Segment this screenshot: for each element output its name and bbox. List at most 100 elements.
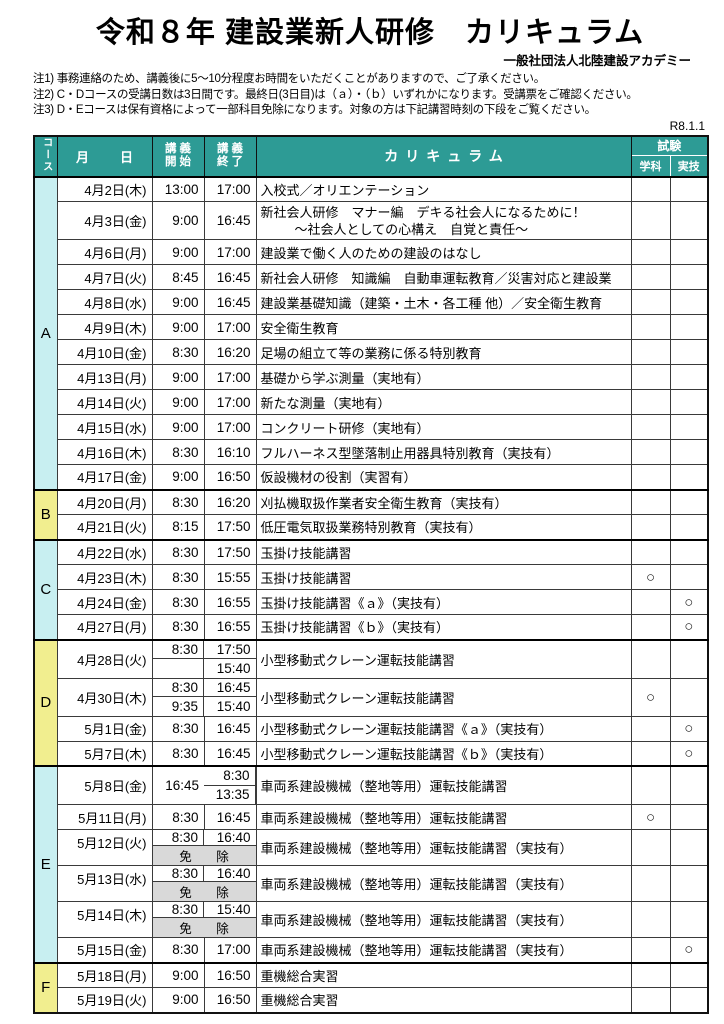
schedule-row: 5月15日(金) 8:30 17:00 車両系建設機械（整地等用）運転技能講習（実技有…: [34, 937, 709, 963]
start-time-cell: 8:30: [151, 614, 205, 640]
curriculum-cell: 車両系建設機械（整地等用）運転技能講習（実技有）: [255, 829, 632, 866]
time-cell: 8:30 16:40 免 除: [151, 865, 257, 902]
curriculum-table: コース 月 日 講義 開始 講義 終了 カリキュラム 試験 学科 実技 A 4月2…: [33, 134, 710, 1014]
date-cell: 5月18日(月): [56, 961, 153, 988]
end-time-cell: 17:00: [203, 389, 257, 415]
date-cell: 4月30日(木): [56, 677, 153, 717]
end-time-cell: 17:00: [203, 937, 257, 963]
curriculum-cell: フルハーネス型墜落制止用器具特別教育（実技有）: [255, 439, 632, 465]
schedule-row: 4月30日(木) 8:30 16:45 9:35 15:40 小型移動式クレーン運転技能講…: [34, 677, 709, 717]
exam-practical-cell: [669, 314, 709, 340]
date-cell: 4月27日(月): [56, 614, 153, 640]
curriculum-cell: 小型移動式クレーン運転技能講習《ａ》（実技有）: [255, 715, 632, 742]
schedule-row: 4月16日(木) 8:30 16:10 フルハーネス型墜落制止用器具特別教育（実技有）: [34, 439, 709, 465]
exam-written-cell: [630, 961, 671, 988]
end-time-cell: 17:50: [203, 538, 257, 565]
exam-practical-cell: [669, 464, 709, 490]
curriculum-cell: 車両系建設機械（整地等用）運転技能講習（実技有）: [255, 937, 632, 963]
exemption-label: 免 除: [153, 918, 255, 937]
curriculum-cell: 小型移動式クレーン運転技能講習: [255, 638, 632, 679]
schedule-row: 5月13日(水) 8:30 16:40 免 除車両系建設機械（整地等用）運転技能講習（…: [34, 865, 709, 902]
exam-written-cell: [630, 987, 671, 1013]
exam-written-cell: [630, 715, 671, 742]
date-cell: 4月10日(金): [56, 339, 153, 365]
start-time-top: 8:30: [153, 679, 204, 697]
exam-practical-cell: [669, 439, 709, 465]
exam-written-cell: [630, 765, 671, 805]
end-time-cell: 17:50: [203, 514, 257, 540]
curriculum-cell: 安全衛生教育: [255, 314, 632, 340]
time-cell: 8:30 16:45 13:35: [151, 765, 257, 805]
header-end: 講義 終了: [203, 135, 257, 177]
date-cell: 5月11日(月): [56, 804, 153, 830]
exam-written-cell: ○: [630, 677, 671, 717]
end-time-top: 17:50: [204, 641, 255, 659]
exam-practical-cell: [669, 201, 709, 240]
exam-practical-cell: ○: [669, 740, 709, 767]
revision-label: R8.1.1: [669, 118, 705, 133]
exam-written-cell: [630, 829, 671, 866]
end-time-cell: 17:00: [203, 364, 257, 390]
curriculum-cell: 刈払機取扱作業者安全衛生教育（実技有）: [255, 488, 632, 515]
date-cell: 4月7日(火): [56, 264, 153, 290]
exam-written-cell: ○: [630, 564, 671, 590]
schedule-row: 4月13日(月) 9:00 17:00 基礎から学ぶ測量（実地有）: [34, 364, 709, 390]
date-cell: 5月1日(金): [56, 715, 153, 742]
curriculum-cell: 小型移動式クレーン運転技能講習: [255, 677, 632, 717]
curriculum-cell: 足場の組立て等の業務に係る特別教育: [255, 339, 632, 365]
curriculum-cell: 新たな測量（実地有）: [255, 389, 632, 415]
date-cell: 4月9日(木): [56, 314, 153, 340]
schedule-row: D 4月28日(火) 8:30 17:50 15:40 小型移動式クレーン運転技能講習: [33, 638, 709, 767]
time-grid: 8:30 16:45 13:35: [153, 767, 255, 804]
exam-written-cell: [630, 514, 671, 540]
end-time-cell: 17:00: [203, 175, 257, 202]
curriculum-cell: 新社会人研修 マナー編 デキる社会人になるために！ ～社会人としての心構え 自覚と…: [255, 201, 632, 240]
exam-written-cell: [630, 638, 671, 679]
start-time-cell: 8:30: [151, 564, 205, 590]
end-time-cell: 16:40: [204, 831, 255, 846]
exam-practical-cell: [669, 264, 709, 290]
exam-practical-cell: [669, 961, 709, 988]
start-time-cell: 8:30: [151, 589, 205, 615]
schedule-row: 4月14日(火) 9:00 17:00 新たな測量（実地有）: [34, 389, 709, 415]
end-time-cell: 16:45: [203, 264, 257, 290]
start-time-bottom: 9:35: [153, 697, 204, 715]
exam-written-cell: ○: [630, 804, 671, 830]
end-time-cell: 17:00: [203, 314, 257, 340]
course-label: D: [33, 638, 58, 767]
start-time-top: 8:30: [204, 767, 255, 786]
date-cell: 4月6日(月): [56, 239, 153, 265]
schedule-row: 4月7日(火) 8:45 16:45 新社会人研修 知識編 自動車運転教育／災害対応と…: [34, 264, 709, 290]
end-time-cell: 17:00: [203, 414, 257, 440]
table-header: コース 月 日 講義 開始 講義 終了 カリキュラム 試験 学科 実技: [33, 135, 709, 177]
date-cell: 5月19日(火): [56, 987, 153, 1013]
header-course: コース: [33, 135, 58, 177]
time-grid: 8:30 17:50 15:40: [153, 641, 255, 678]
exam-practical-cell: [669, 514, 709, 540]
end-time-cell: 16:45: [203, 740, 257, 767]
exam-written-cell: [630, 865, 671, 902]
time-cell: 8:30 15:40 免 除: [151, 901, 257, 938]
exam-written-cell: [630, 314, 671, 340]
exam-practical-cell: [669, 765, 709, 805]
note: 注1) 事務連絡のため、講義後に5～10分程度お時間をいただくことがありますので…: [33, 73, 545, 85]
curriculum-cell: 建設業で働く人のための建設のはなし: [255, 239, 632, 265]
date-cell: 5月13日(水): [56, 865, 153, 902]
time-grid: 8:30 15:40 免 除: [153, 902, 255, 937]
time-cell: 8:30 17:50 15:40: [151, 638, 257, 679]
table-body: A 4月2日(木) 13:00 17:00 入校式／オリエンテーション 4月3日(金) 9:…: [33, 175, 709, 1013]
exam-practical-cell: [669, 677, 709, 717]
start-time-cell: 8:30: [151, 804, 205, 830]
schedule-row: 4月27日(月) 8:30 16:55 玉掛け技能講習《ｂ》（実技有） ○: [34, 614, 709, 640]
start-time-cell: 8:30: [151, 339, 205, 365]
start-time-cell: 13:00: [151, 175, 205, 202]
exam-practical-cell: [669, 987, 709, 1013]
time-grid: 8:30 16:45 9:35 15:40: [153, 679, 255, 715]
end-time-cell: 15:55: [203, 564, 257, 590]
exam-practical-cell: ○: [669, 614, 709, 640]
page-title: 令和８年 建設業新人研修 カリキュラム: [95, 17, 645, 49]
curriculum-cell: 車両系建設機械（整地等用）運転技能講習: [255, 804, 632, 830]
course-label: C: [33, 538, 58, 640]
curriculum-cell: 車両系建設機械（整地等用）運転技能講習（実技有）: [255, 865, 632, 902]
exam-practical-cell: [669, 239, 709, 265]
